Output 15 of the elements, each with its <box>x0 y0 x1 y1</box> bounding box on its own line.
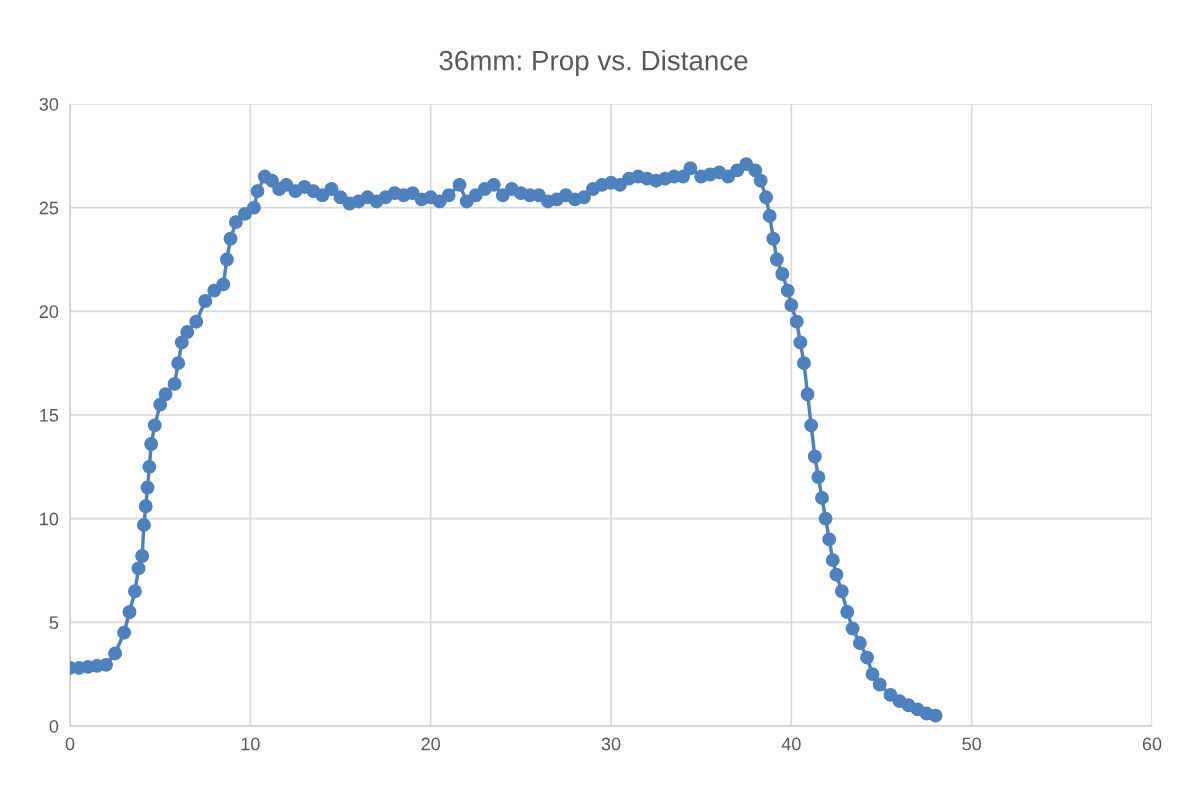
y-tick-label: 10 <box>40 512 59 526</box>
y-tick-label: 20 <box>39 305 59 319</box>
y-tick-label: 5 <box>49 616 59 630</box>
x-tick-label: 60 <box>1142 737 1162 751</box>
x-tick-label: 20 <box>421 737 440 751</box>
y-tick-label: 15 <box>40 409 59 422</box>
y-tick-label: 25 <box>39 201 59 215</box>
y-tick-label: 30 <box>39 97 59 111</box>
x-tick-label: 30 <box>601 737 621 751</box>
y-tick-label: 0 <box>49 719 59 733</box>
x-tick-label: 50 <box>962 737 981 751</box>
x-tick-label: 10 <box>241 737 260 751</box>
x-tick-label: 0 <box>65 737 75 751</box>
x-tick-label: 40 <box>781 737 801 751</box>
chart-title: 36mm: Prop vs. Distance <box>439 50 748 76</box>
